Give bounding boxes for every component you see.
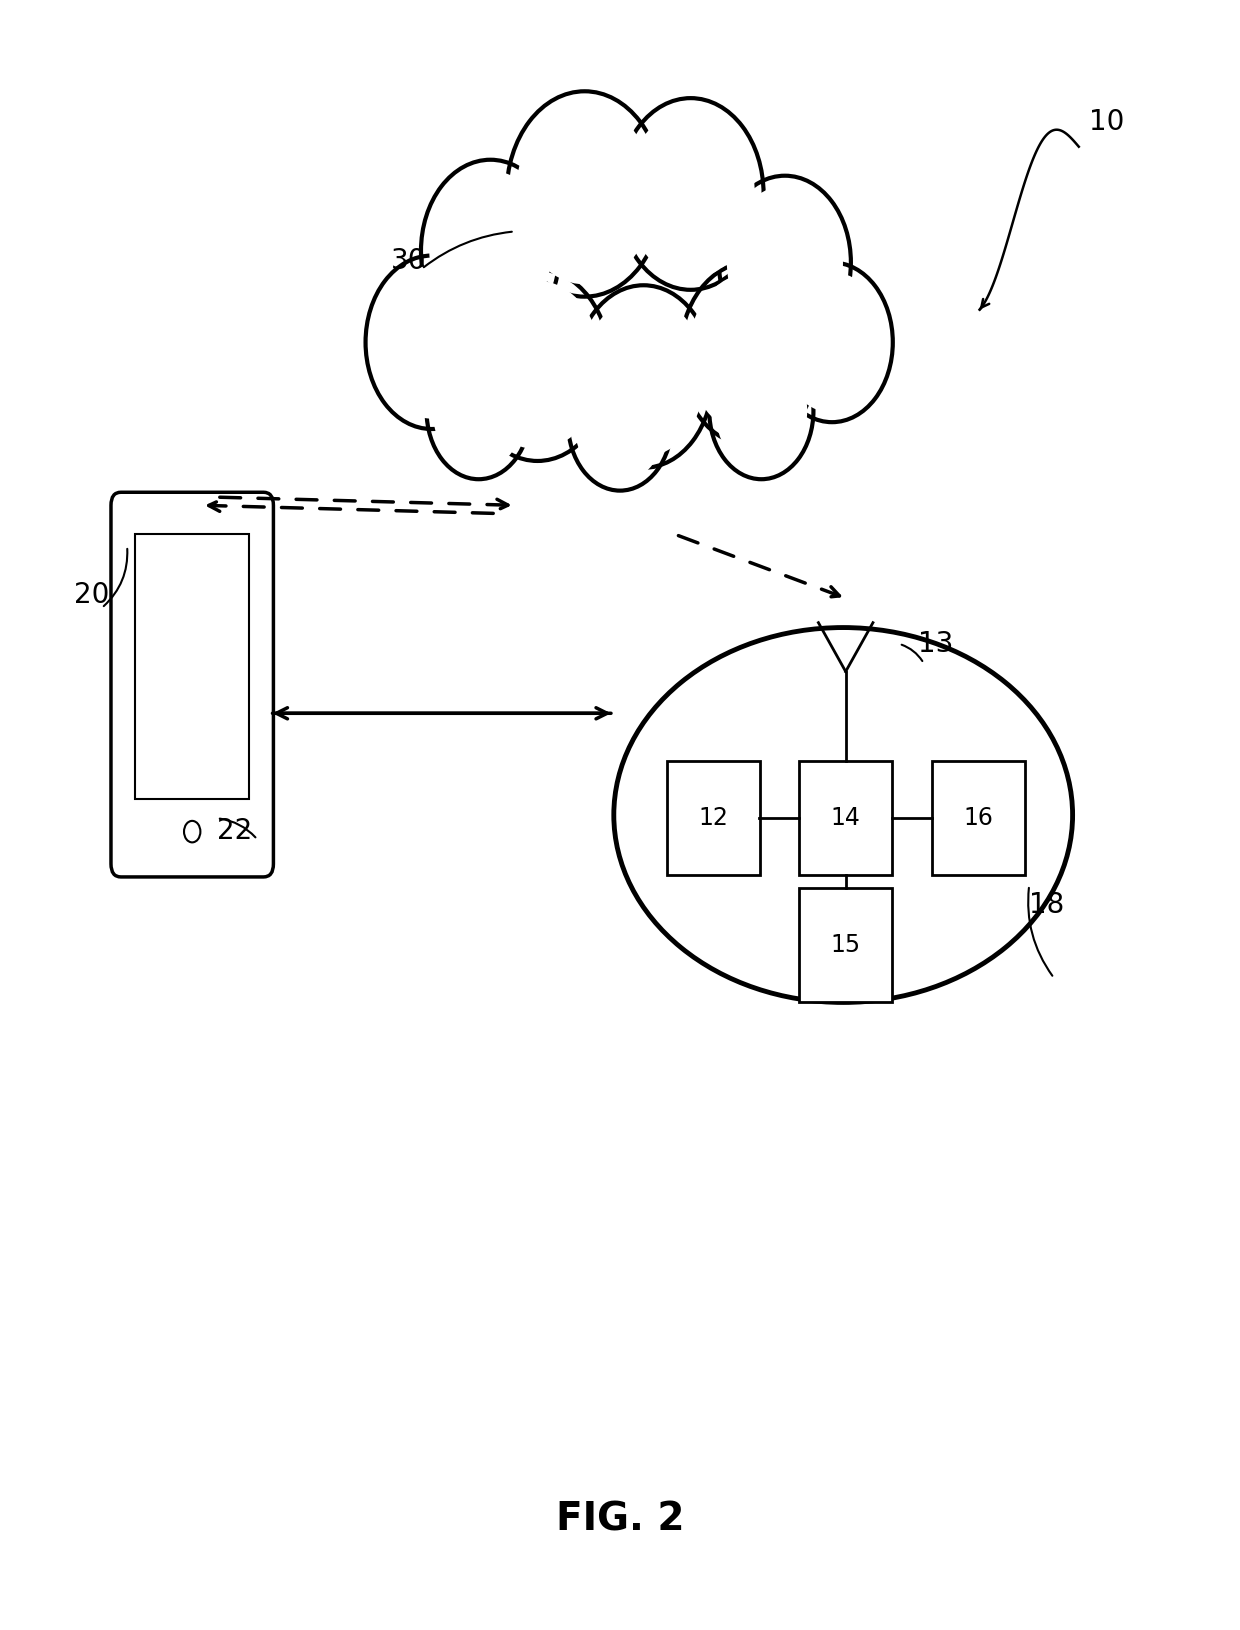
Text: FIG. 2: FIG. 2 — [556, 1500, 684, 1539]
Text: 15: 15 — [831, 934, 861, 957]
Text: 22: 22 — [217, 817, 252, 846]
Circle shape — [516, 104, 653, 284]
FancyBboxPatch shape — [112, 492, 273, 877]
Text: 12: 12 — [698, 807, 728, 830]
FancyArrowPatch shape — [678, 536, 839, 597]
Circle shape — [626, 109, 755, 279]
Circle shape — [184, 822, 201, 843]
Circle shape — [727, 186, 843, 339]
Circle shape — [688, 274, 811, 434]
Text: 30: 30 — [391, 246, 427, 275]
Circle shape — [574, 285, 713, 468]
FancyArrowPatch shape — [208, 500, 494, 513]
Circle shape — [583, 297, 704, 456]
Text: 20: 20 — [74, 580, 110, 610]
Circle shape — [465, 269, 610, 461]
Circle shape — [366, 256, 497, 429]
FancyBboxPatch shape — [135, 535, 249, 799]
Circle shape — [568, 354, 672, 491]
Circle shape — [618, 98, 764, 290]
Circle shape — [420, 160, 560, 342]
Text: 18: 18 — [1029, 890, 1064, 919]
Bar — [667, 761, 759, 875]
FancyArrowPatch shape — [273, 707, 608, 719]
Circle shape — [771, 262, 893, 422]
Circle shape — [715, 350, 807, 471]
Text: 16: 16 — [963, 807, 993, 830]
Text: 13: 13 — [918, 629, 954, 659]
FancyArrowPatch shape — [980, 298, 990, 310]
Circle shape — [427, 342, 531, 479]
Bar — [932, 761, 1025, 875]
Circle shape — [574, 362, 666, 482]
Ellipse shape — [614, 628, 1073, 1002]
Circle shape — [373, 266, 490, 419]
Circle shape — [433, 350, 525, 471]
Circle shape — [680, 262, 820, 445]
Circle shape — [507, 91, 663, 297]
Text: 14: 14 — [831, 807, 861, 830]
FancyArrowPatch shape — [277, 707, 611, 719]
Bar — [800, 761, 893, 875]
Circle shape — [779, 272, 885, 412]
Circle shape — [709, 342, 813, 479]
Bar — [800, 888, 893, 1002]
Text: 10: 10 — [1089, 108, 1125, 137]
FancyArrowPatch shape — [219, 497, 508, 510]
Circle shape — [719, 176, 851, 349]
Circle shape — [474, 280, 601, 450]
Circle shape — [429, 171, 552, 331]
